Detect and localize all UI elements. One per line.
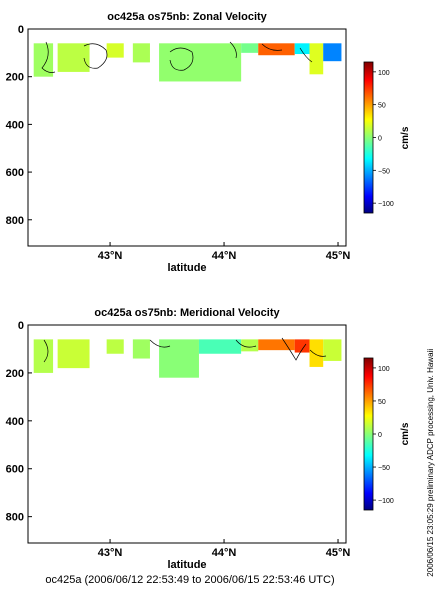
colorbar-tick-label: −50 [378, 465, 390, 472]
x-axis: 43°N 44°N 45°N [98, 242, 351, 262]
y-axis: 0 200 400 600 800 [6, 24, 32, 227]
velocity-segment [309, 339, 324, 367]
colorbar-tick-label: −100 [378, 498, 394, 505]
velocity-segment [106, 339, 124, 354]
velocity-segment [33, 43, 54, 77]
y-tick-label: 600 [6, 464, 24, 476]
colorbar [363, 61, 374, 214]
colorbar-ticks: −100 −50 0 50 100 [373, 366, 394, 505]
x-axis: 43°N 44°N 45°N [98, 539, 351, 559]
colorbar-tick-label: 50 [378, 399, 386, 406]
velocity-field [33, 339, 342, 378]
chart-title: oc425a os75nb: Meridional Velocity [94, 307, 280, 319]
y-tick-label: 200 [6, 368, 24, 380]
velocity-segment [258, 43, 295, 56]
x-axis-label: latitude [167, 262, 206, 274]
processing-note: preliminary ADCP processing, Univ. Hawai… [426, 349, 435, 501]
velocity-segment [132, 43, 150, 63]
y-tick-label: 800 [6, 215, 24, 227]
meridional-panel: oc425a os75nb: Meridional Velocity 43°N 4… [6, 307, 411, 571]
colorbar [363, 357, 374, 511]
chart-title: oc425a os75nb: Zonal Velocity [107, 11, 267, 23]
velocity-segment [323, 339, 342, 361]
x-tick-label: 45°N [326, 250, 351, 262]
colorbar-tick-label: 0 [378, 432, 382, 439]
velocity-segment [323, 43, 342, 62]
x-tick-label: 43°N [98, 250, 123, 262]
colorbar-tick-label: 50 [378, 103, 386, 110]
colorbar-ticks: −100 −50 0 50 100 [373, 70, 394, 208]
velocity-segment [33, 339, 54, 373]
colorbar-tick-label: −100 [378, 201, 394, 208]
contour-lines [41, 41, 313, 73]
y-tick-label: 0 [18, 24, 24, 36]
velocity-segment [57, 43, 90, 72]
velocity-segment [198, 339, 242, 354]
colorbar-label: cm/s [400, 126, 411, 149]
y-tick-label: 0 [18, 320, 24, 332]
zonal-panel: oc425a os75nb: Zonal Velocity 43°N 44°N 45… [6, 11, 411, 274]
velocity-segment [241, 339, 259, 352]
x-axis-label: latitude [167, 559, 206, 571]
velocity-segment [241, 43, 259, 53]
velocity-segment [159, 339, 199, 378]
y-tick-label: 200 [6, 72, 24, 84]
velocity-segment [159, 43, 242, 82]
y-axis: 0 200 400 600 800 [6, 320, 32, 524]
colorbar-tick-label: 100 [378, 70, 390, 77]
x-tick-label: 44°N [212, 547, 237, 559]
velocity-segment [132, 339, 150, 359]
x-tick-label: 43°N [98, 547, 123, 559]
y-tick-label: 400 [6, 416, 24, 428]
velocity-segment [106, 43, 124, 58]
y-tick-label: 800 [6, 512, 24, 524]
y-tick-label: 400 [6, 119, 24, 131]
velocity-segment [57, 339, 90, 369]
colorbar-tick-label: −50 [378, 168, 390, 175]
colorbar-label: cm/s [400, 422, 411, 445]
colorbar-tick-label: 100 [378, 366, 390, 373]
colorbar-tick-label: 0 [378, 136, 382, 143]
contour-lines [43, 337, 327, 363]
time-range-caption: oc425a (2006/06/12 22:53:49 to 2006/06/1… [45, 574, 334, 586]
y-tick-label: 600 [6, 167, 24, 179]
velocity-segment [309, 43, 324, 75]
processing-timestamp: 2006/06/15 23:05:29 [426, 503, 435, 577]
velocity-segment [258, 339, 295, 351]
x-tick-label: 44°N [212, 250, 237, 262]
velocity-segment [294, 339, 310, 353]
velocity-segment [294, 43, 310, 55]
x-tick-label: 45°N [326, 547, 351, 559]
